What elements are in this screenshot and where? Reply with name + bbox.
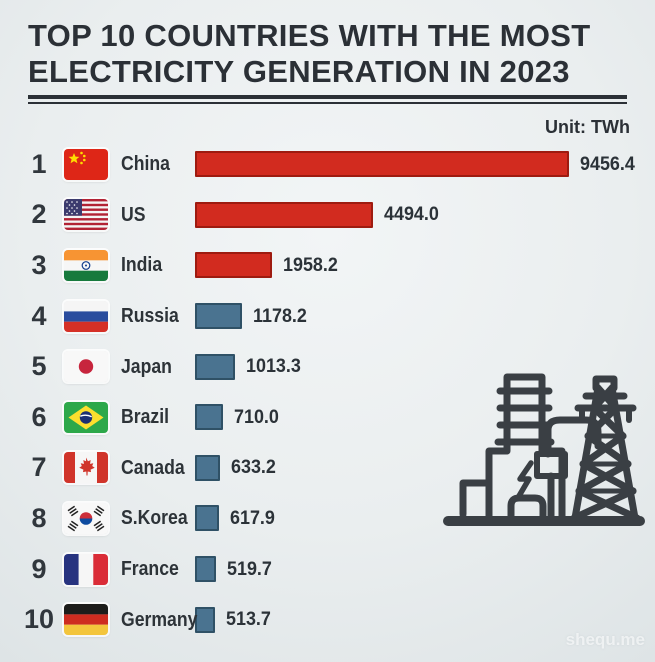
bar-chart: 1 China 9456.4 2 US 4494.0 3 India 1958.…	[20, 139, 645, 645]
value-bar	[195, 353, 236, 380]
country-label: Germany	[121, 607, 198, 631]
country-label: Brazil	[121, 405, 170, 429]
rank-label: 8	[31, 502, 47, 533]
flag-canada-icon	[64, 452, 108, 484]
flag-skorea-icon	[64, 502, 108, 534]
value-label: 633.2	[231, 456, 276, 479]
title-line-2: ELECTRICITY GENERATION IN 2023	[28, 54, 570, 89]
rank-label: 4	[31, 300, 47, 331]
rank-label: 3	[31, 249, 47, 280]
page-title: TOP 10 COUNTRIES WITH THE MOST ELECTRICI…	[28, 18, 628, 90]
unit-label: Unit: TWh	[545, 117, 630, 137]
country-label: Canada	[121, 455, 185, 479]
table-row: 8 S.Korea 617.9	[20, 493, 645, 544]
value-label: 710.0	[234, 405, 280, 428]
country-label: Japan	[121, 354, 172, 378]
value-bar	[195, 606, 216, 633]
power-plant-icon	[443, 373, 645, 526]
table-row: 1 China 9456.4	[20, 139, 645, 190]
table-row: 3 India 1958.2	[20, 240, 645, 291]
table-row: 9 France 519.7	[20, 544, 645, 595]
flag-india-icon	[64, 249, 108, 281]
rank-label: 7	[31, 452, 47, 483]
value-label: 9456.4	[580, 152, 635, 175]
flag-germany-icon	[64, 604, 108, 636]
value-label: 513.7	[226, 608, 272, 631]
watermark: shequ.me	[565, 630, 645, 649]
country-label: France	[121, 557, 179, 581]
table-row: 6 Brazil 710.0	[20, 392, 645, 443]
rank-label: 6	[31, 401, 47, 432]
table-row: 4 Russia 1178.2	[20, 291, 645, 342]
table-row: 10 Germany 513.7	[20, 594, 645, 645]
value-label: 1958.2	[283, 253, 339, 276]
title-underline-thin	[28, 102, 627, 104]
value-bar	[195, 201, 373, 228]
rank-label: 10	[23, 604, 55, 635]
flag-japan-icon	[64, 351, 108, 383]
title-underline-thick	[28, 95, 627, 99]
rank-label: 2	[31, 199, 47, 230]
flag-china-icon	[64, 148, 108, 180]
table-row: 5 Japan 1013.3	[20, 341, 645, 392]
value-bar	[195, 505, 220, 532]
rank-label: 1	[31, 148, 47, 179]
table-row: 2 US 4494.0	[20, 190, 645, 241]
value-label: 617.9	[230, 506, 276, 529]
flag-russia-icon	[64, 300, 108, 332]
title-line-1: TOP 10 COUNTRIES WITH THE MOST	[28, 18, 591, 53]
rank-label: 9	[31, 553, 47, 584]
value-bar	[195, 556, 216, 583]
value-bar	[195, 303, 242, 330]
country-label: India	[121, 253, 163, 277]
value-bar	[195, 252, 273, 279]
value-bar	[195, 454, 220, 481]
header: TOP 10 COUNTRIES WITH THE MOST ELECTRICI…	[28, 18, 628, 104]
country-label: China	[121, 152, 170, 176]
value-label: 1178.2	[252, 304, 307, 327]
rank-label: 5	[31, 351, 47, 382]
value-label: 1013.3	[246, 355, 301, 378]
value-bar	[195, 151, 569, 178]
flag-brazil-icon	[64, 401, 108, 433]
flag-us-icon	[64, 199, 108, 231]
value-label: 4494.0	[383, 203, 439, 226]
flag-france-icon	[64, 553, 108, 585]
country-label: Russia	[121, 304, 179, 328]
value-label: 519.7	[226, 557, 272, 580]
value-bar	[195, 404, 224, 431]
table-row: 7 Canada 633.2	[20, 443, 645, 494]
country-label: US	[121, 202, 146, 226]
country-label: S.Korea	[121, 506, 188, 530]
